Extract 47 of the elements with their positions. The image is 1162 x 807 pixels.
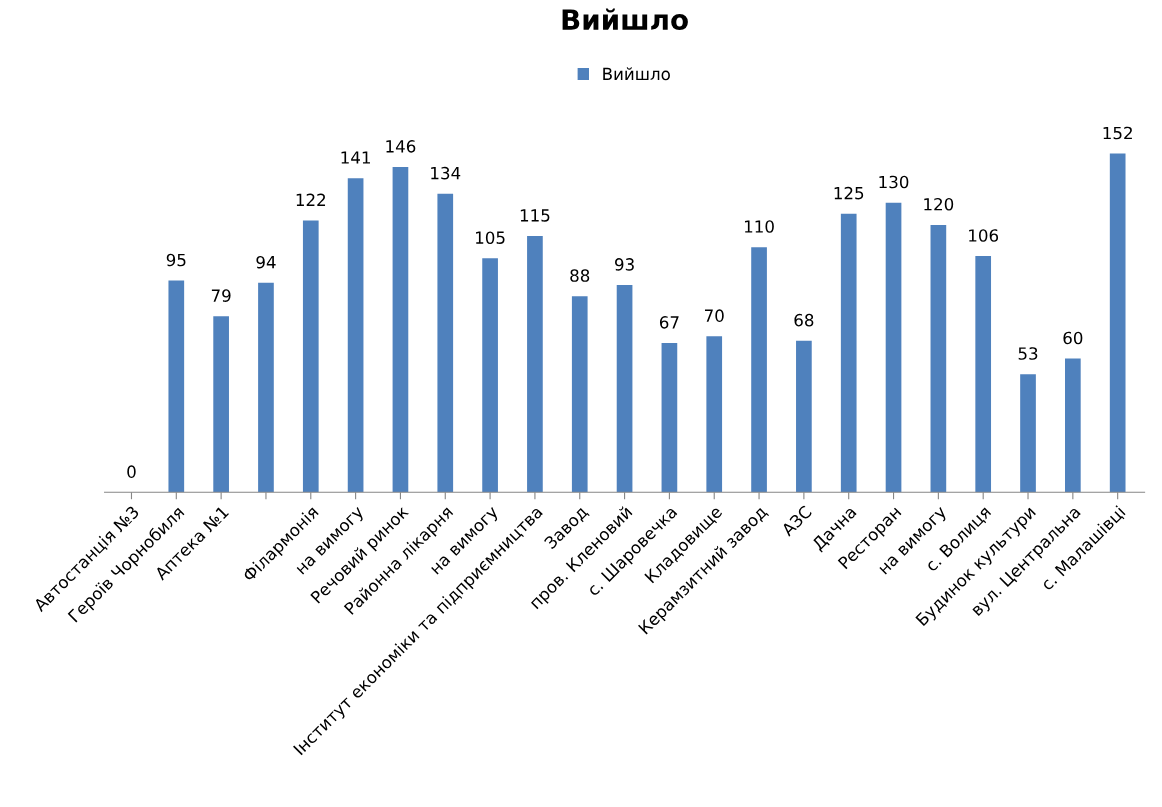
- data-label: 53: [1018, 347, 1038, 360]
- data-label: 110: [744, 220, 774, 233]
- bar: [571, 296, 588, 493]
- data-label: 146: [386, 140, 416, 153]
- bar: [885, 202, 902, 493]
- bar: [347, 178, 364, 493]
- data-label: 120: [924, 197, 954, 211]
- data-label: 88: [570, 269, 590, 282]
- data-label: 94: [256, 255, 276, 269]
- bar: [1065, 358, 1081, 493]
- bar: [1109, 153, 1126, 493]
- data-label: 93: [615, 258, 634, 271]
- bar: [437, 193, 454, 493]
- bar: [258, 282, 274, 493]
- bar: [302, 220, 319, 493]
- data-label: 0: [127, 465, 136, 478]
- data-label: 125: [834, 186, 864, 200]
- data-label: 141: [341, 151, 370, 164]
- data-label: 105: [476, 231, 505, 244]
- bar: [661, 343, 678, 493]
- bar: [392, 166, 409, 493]
- bar: [527, 236, 543, 493]
- bar: [168, 280, 185, 493]
- data-label: 122: [296, 193, 326, 206]
- data-label: 70: [704, 309, 724, 322]
- bar: [706, 336, 723, 493]
- data-label: 79: [211, 289, 231, 302]
- bar: [840, 213, 857, 493]
- chart-title: Вийшло: [562, 8, 688, 31]
- data-label: 152: [1103, 126, 1132, 140]
- data-label: 67: [659, 316, 679, 329]
- bar: [616, 285, 633, 493]
- data-label: 106: [969, 229, 999, 242]
- data-label: 60: [1063, 331, 1083, 345]
- bar: [213, 316, 229, 493]
- data-label: 130: [879, 175, 909, 189]
- data-label: 134: [431, 166, 461, 180]
- bar: [796, 340, 812, 493]
- bar: [1020, 374, 1036, 493]
- bar: [482, 258, 498, 493]
- data-label: 95: [166, 253, 186, 267]
- data-label: 115: [520, 209, 550, 222]
- data-label: 68: [794, 313, 814, 327]
- bar: [975, 256, 992, 493]
- legend-label: Вийшло: [603, 67, 670, 81]
- bar: [751, 247, 767, 493]
- bar: [930, 224, 947, 493]
